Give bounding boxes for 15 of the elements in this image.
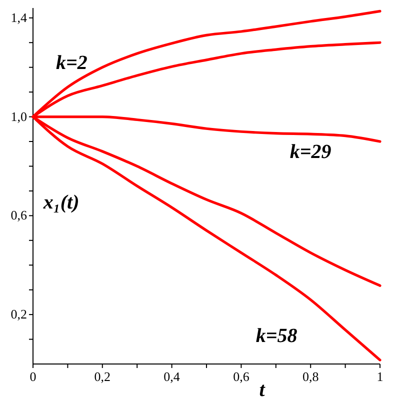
x-axis-title: t bbox=[259, 379, 266, 401]
y-tick-label: 0,6 bbox=[10, 208, 28, 223]
series-label: k=58 bbox=[256, 324, 298, 347]
x-tick-label: 1 bbox=[376, 369, 384, 384]
x-tick-label: 0,6 bbox=[233, 369, 250, 384]
series-label: k=2 bbox=[56, 52, 88, 74]
x-tick-label: 0,8 bbox=[302, 369, 319, 384]
series-label: k=29 bbox=[290, 141, 332, 164]
x-tick-label: 0,2 bbox=[94, 369, 111, 384]
x-tick-label: 0 bbox=[30, 369, 36, 384]
x-tick-label: 0,4 bbox=[164, 369, 180, 384]
y-tick-label: 0,2 bbox=[10, 306, 27, 322]
y-tick-label: 1,0 bbox=[10, 108, 27, 124]
y-tick-label: 1,4 bbox=[10, 10, 28, 25]
y-axis-title: x₁(t) bbox=[42, 191, 80, 214]
